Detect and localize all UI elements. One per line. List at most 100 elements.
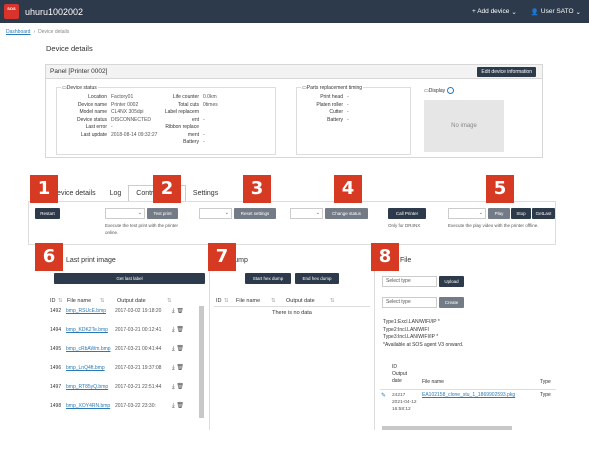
- print-image-panel: [45, 250, 210, 430]
- start-hex-dump-button[interactable]: Start hex dump: [245, 273, 291, 284]
- file-type-select-create[interactable]: Select type: [382, 297, 437, 308]
- panel-header: Panel [Printer 0002] Edit device informa…: [46, 65, 542, 79]
- row-file-link[interactable]: bmp_KDK2Te.bmp: [66, 327, 108, 333]
- row-file-link[interactable]: bmp_XOY4RN.bmp: [66, 403, 111, 409]
- trash-icon[interactable]: 🗑: [174, 346, 184, 352]
- edit-device-button[interactable]: Edit device information: [477, 67, 536, 77]
- test-print-select[interactable]: ⌄: [105, 208, 145, 219]
- sort-icon[interactable]: ⇅: [100, 298, 105, 304]
- refresh-icon[interactable]: [447, 87, 455, 94]
- get-last-label-button[interactable]: Get last label: [54, 273, 205, 284]
- kv-value: -: [111, 124, 113, 130]
- kv-row: Battery -: [157, 139, 218, 147]
- download-icon[interactable]: ⤓: [172, 403, 175, 409]
- download-icon[interactable]: ⤓: [172, 346, 175, 352]
- kv-row: Platen roller -: [291, 102, 348, 110]
- trash-icon[interactable]: 🗑: [174, 365, 184, 371]
- col-file-name: File name: [236, 298, 261, 304]
- chevron-down-icon: ⌄: [511, 8, 517, 16]
- col-output-date: Output date: [392, 371, 408, 384]
- reset-settings-select[interactable]: ⌄: [199, 208, 232, 219]
- row-file-link[interactable]: bmp_RT85yQ.bmp: [66, 384, 109, 390]
- col-file-name: File name: [422, 379, 444, 385]
- display-title: ▭Display: [424, 87, 455, 94]
- file-horizontal-scrollbar[interactable]: [382, 426, 512, 430]
- kv-label: Print head: [320, 94, 343, 100]
- callout-7: 7: [208, 243, 236, 271]
- table-row: 1492 bmp_RSUcE.bmp 2017-03-02 19:18:20 ⤓ 🗑: [50, 308, 200, 326]
- row-output-date: 2017-03-21 19:37:08: [115, 365, 162, 371]
- trash-icon[interactable]: 🗑: [174, 403, 184, 409]
- row-id: 1495: [50, 346, 62, 352]
- row-output-date: 2017-03-22 23:30:: [115, 403, 156, 409]
- kv-label: Life counter: [172, 94, 199, 100]
- col-id: ID: [50, 298, 56, 304]
- sort-icon[interactable]: ⇅: [58, 298, 63, 304]
- chevron-down-icon: ⌄: [137, 210, 142, 216]
- tab-log[interactable]: Log: [109, 190, 122, 197]
- kv-value: -: [203, 116, 205, 123]
- kv-row: Last update 2018-08-14 09:32:27: [57, 132, 158, 140]
- change-status-button[interactable]: Change status: [325, 208, 368, 219]
- top-navbar: SOS uhuru1002002 + Add device ⌄ 👤 User SAT…: [0, 0, 589, 23]
- sort-icon[interactable]: ⇅: [330, 298, 335, 304]
- file-row-link[interactable]: EA102158_clone_stu_1_1869902593.pkg: [422, 392, 516, 398]
- col-type: Type: [540, 379, 551, 385]
- kv-row: Device status DISCONNECTED: [57, 117, 157, 125]
- kv-label: Label replacem ent: [164, 109, 199, 123]
- row-file-link[interactable]: bmp_cRbAWm.bmp: [66, 346, 111, 352]
- kv-value: 0times: [203, 101, 218, 108]
- print-image-scrollbar[interactable]: [199, 306, 204, 418]
- hex-dump-empty: There is no data: [272, 310, 312, 316]
- trash-icon[interactable]: 🗑: [174, 308, 184, 314]
- device-status-title: Device status: [66, 85, 97, 91]
- kv-row: Total cuts 0times: [157, 102, 218, 110]
- page-title: Device details: [46, 44, 93, 53]
- kv-row: Battery -: [291, 117, 349, 125]
- getlast-button[interactable]: GetLast: [532, 208, 555, 219]
- add-device-menu[interactable]: + Add device ⌄: [471, 8, 517, 16]
- restart-button[interactable]: Restart: [35, 208, 60, 219]
- kv-value: Factory01: [111, 94, 134, 100]
- trash-icon[interactable]: 🗑: [174, 384, 184, 390]
- kv-row: Device name Printer 0002: [57, 102, 157, 110]
- end-hex-dump-button[interactable]: End hex dump: [295, 273, 339, 284]
- download-icon[interactable]: ⤓: [172, 384, 175, 390]
- kv-label: Battery: [183, 139, 199, 145]
- stop-button[interactable]: Stop: [511, 208, 531, 219]
- link-icon[interactable]: ✎: [381, 393, 387, 399]
- table-row: 1495 bmp_cRbAWm.bmp 2017-03-21 00:41:44 ⤓ 🗑: [50, 346, 200, 364]
- change-status-select[interactable]: ⌄: [290, 208, 323, 219]
- download-icon[interactable]: ⤓: [172, 365, 175, 371]
- test-print-button[interactable]: Test print: [147, 208, 178, 219]
- call-printer-note: Only for DR4NX: [388, 223, 421, 228]
- callout-3: 3: [243, 175, 271, 203]
- row-file-link[interactable]: bmp_LnQ4ft.bmp: [66, 365, 105, 371]
- display-icon: ▭: [424, 87, 429, 94]
- row-file-link[interactable]: bmp_RSUcE.bmp: [66, 308, 107, 314]
- panel-title: Panel [Printer 0002]: [50, 68, 108, 75]
- download-icon[interactable]: ⤓: [172, 327, 175, 333]
- chevron-down-icon: ⌄: [224, 210, 229, 216]
- kv-label: Cutter: [329, 109, 343, 115]
- reset-settings-button[interactable]: Reset settings: [234, 208, 276, 219]
- tab-device-details[interactable]: Device details: [52, 190, 96, 197]
- trash-icon[interactable]: 🗑: [174, 327, 184, 333]
- call-printer-button[interactable]: Call Printer: [388, 208, 426, 219]
- video-select[interactable]: ⌄: [448, 208, 486, 219]
- sort-icon[interactable]: ⇅: [271, 298, 276, 304]
- play-button[interactable]: Play: [488, 208, 510, 219]
- file-type-select-upload[interactable]: Select type: [382, 276, 437, 287]
- tab-divider: [28, 201, 556, 202]
- callout-5: 5: [486, 175, 514, 203]
- tab-settings[interactable]: Settings: [192, 190, 219, 197]
- upload-button[interactable]: Upload: [439, 276, 464, 287]
- sort-icon[interactable]: ⇅: [167, 298, 172, 304]
- chevron-down-icon: ⌄: [478, 210, 483, 216]
- user-menu[interactable]: 👤 User SATO ⌄: [530, 8, 581, 16]
- download-icon[interactable]: ⤓: [172, 308, 175, 314]
- create-button[interactable]: Create: [439, 297, 464, 308]
- breadcrumb-home-link[interactable]: Dashboard: [6, 29, 31, 35]
- sort-icon[interactable]: ⇅: [224, 298, 229, 304]
- col-id: ID: [216, 298, 222, 304]
